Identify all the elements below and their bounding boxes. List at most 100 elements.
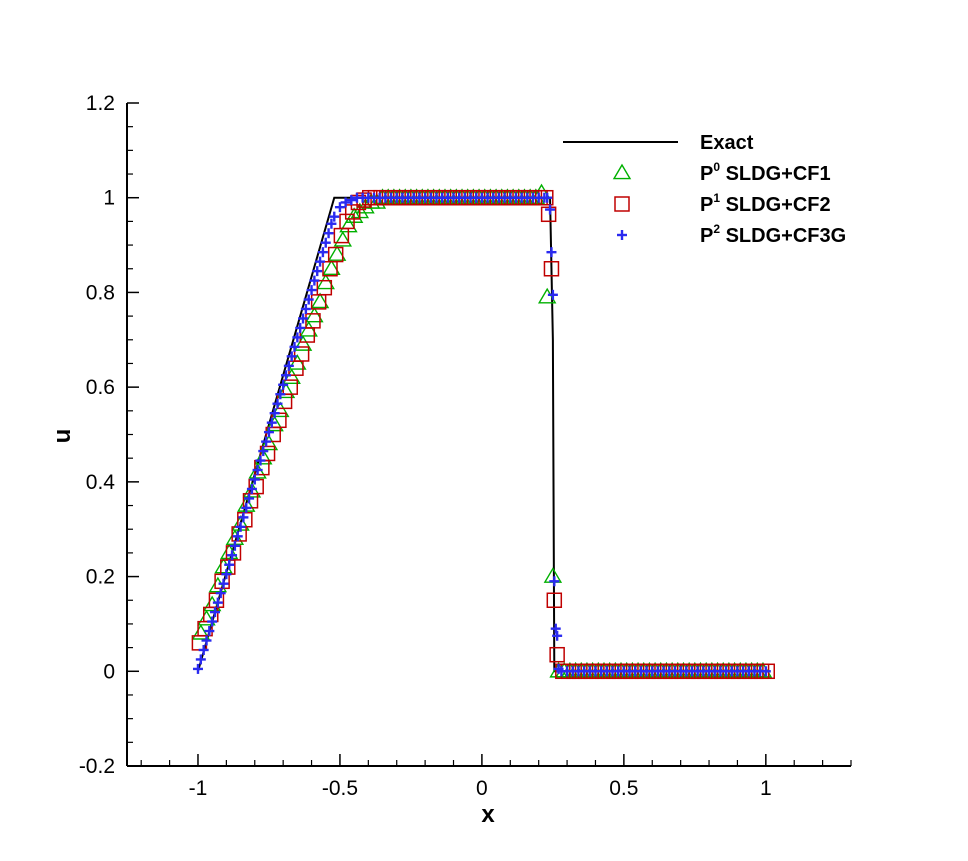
exact-line [197,196,766,673]
axis-titles: x u [49,429,495,828]
plus-point [246,483,257,494]
plus-point [298,313,309,324]
y-axis-title: u [49,429,76,444]
plus-point [286,351,297,362]
plus-point [244,493,255,504]
plus-point [215,588,226,599]
plus-point [227,550,238,561]
x-axis-title: x [481,801,495,828]
plus-point [542,192,553,203]
square-point [316,279,333,296]
plus-point [232,531,243,542]
y-tick-label: 0.4 [86,471,116,494]
square-point [288,360,304,376]
x-tick-label: 0 [476,777,488,800]
plus-point [207,616,218,627]
series-0 [197,196,766,673]
triangle-point [316,273,335,290]
plus-point [258,446,269,457]
plus-point [249,474,260,485]
plus-point [218,578,229,589]
triangle-point [305,306,324,323]
plus-point [329,211,340,222]
plus-point [303,294,314,305]
y-tick-label: 0.8 [86,281,115,304]
legend-label: Exact [700,132,754,154]
square-point [327,246,344,263]
plus-point [292,332,303,343]
plus-point [306,285,317,296]
triangle-point [288,354,307,370]
y-tick-label: 1.2 [86,92,115,115]
y-tick-label: 0.6 [86,376,115,399]
series-2 [191,189,775,680]
plus-point [295,322,306,333]
plus-point [312,266,323,277]
legend-marker-swatch [614,196,630,212]
plus-point [272,398,283,409]
plus-point [235,521,246,532]
plus-point [346,195,357,206]
plus-point [340,197,351,208]
triangle-point [197,609,216,626]
y-tick-label: -0.2 [79,755,115,778]
y-tick-label: 1 [103,187,115,210]
tick-labels: -1 -0.5 0 0.5 1 -0.2 0 0.2 0.4 0.6 0.8 1 1.2 [79,92,772,800]
x-tick-label: -0.5 [322,777,358,800]
triangle-point [293,335,313,351]
plus-point [204,626,215,637]
legend-label: P1 SLDG+CF2 [700,191,831,216]
plus-point [255,455,266,466]
plus-point [210,607,221,618]
legend-marker-swatch [617,230,627,240]
square-point [339,213,355,230]
triangle-point [276,382,296,399]
plus-point [212,597,223,608]
plus-point [278,379,289,390]
square-point [546,592,563,608]
plus-point [266,417,277,428]
series-layer [191,183,775,680]
plus-point [760,666,771,677]
x-tick-label: 0.5 [609,777,638,800]
plus-point [289,341,300,352]
triangle-point [327,245,347,261]
x-tick-label: -1 [189,777,208,800]
plus-point [300,304,311,315]
plus-point [552,630,563,641]
plus-point [229,540,240,551]
plus-point [315,256,326,267]
plus-point [252,465,263,476]
plus-point [201,635,212,646]
plus-point [221,569,232,580]
plus-point [320,237,331,248]
square-point [543,261,560,277]
plus-point [283,360,294,371]
plus-point [317,247,328,258]
plus-point [224,559,235,570]
square-point [305,313,321,329]
x-tick-label: 1 [760,777,772,800]
legend-entry-2: P1 SLDG+CF2 [614,191,831,216]
triangle-point [333,230,353,247]
plus-point [263,427,274,438]
triangle-point [310,292,330,309]
square-point [293,346,310,362]
series-3 [192,192,771,677]
plus-point [547,289,558,300]
square-point [549,646,565,663]
legend-marker-swatch [612,163,632,180]
y-tick-label: 0.2 [86,566,115,589]
plus-point [550,623,561,634]
ticks [127,102,852,767]
plus-point [275,389,286,400]
plus-point [198,644,209,655]
plus-point [326,218,337,229]
triangle-point [322,259,341,276]
legend: Exact P0 SLDG+CF1 P1 SLDG+CF2 P2 SLDG+CF3G [563,132,846,247]
plus-point [238,512,249,523]
plus-point [241,502,252,513]
plus-point [280,370,291,381]
square-point [259,445,276,462]
